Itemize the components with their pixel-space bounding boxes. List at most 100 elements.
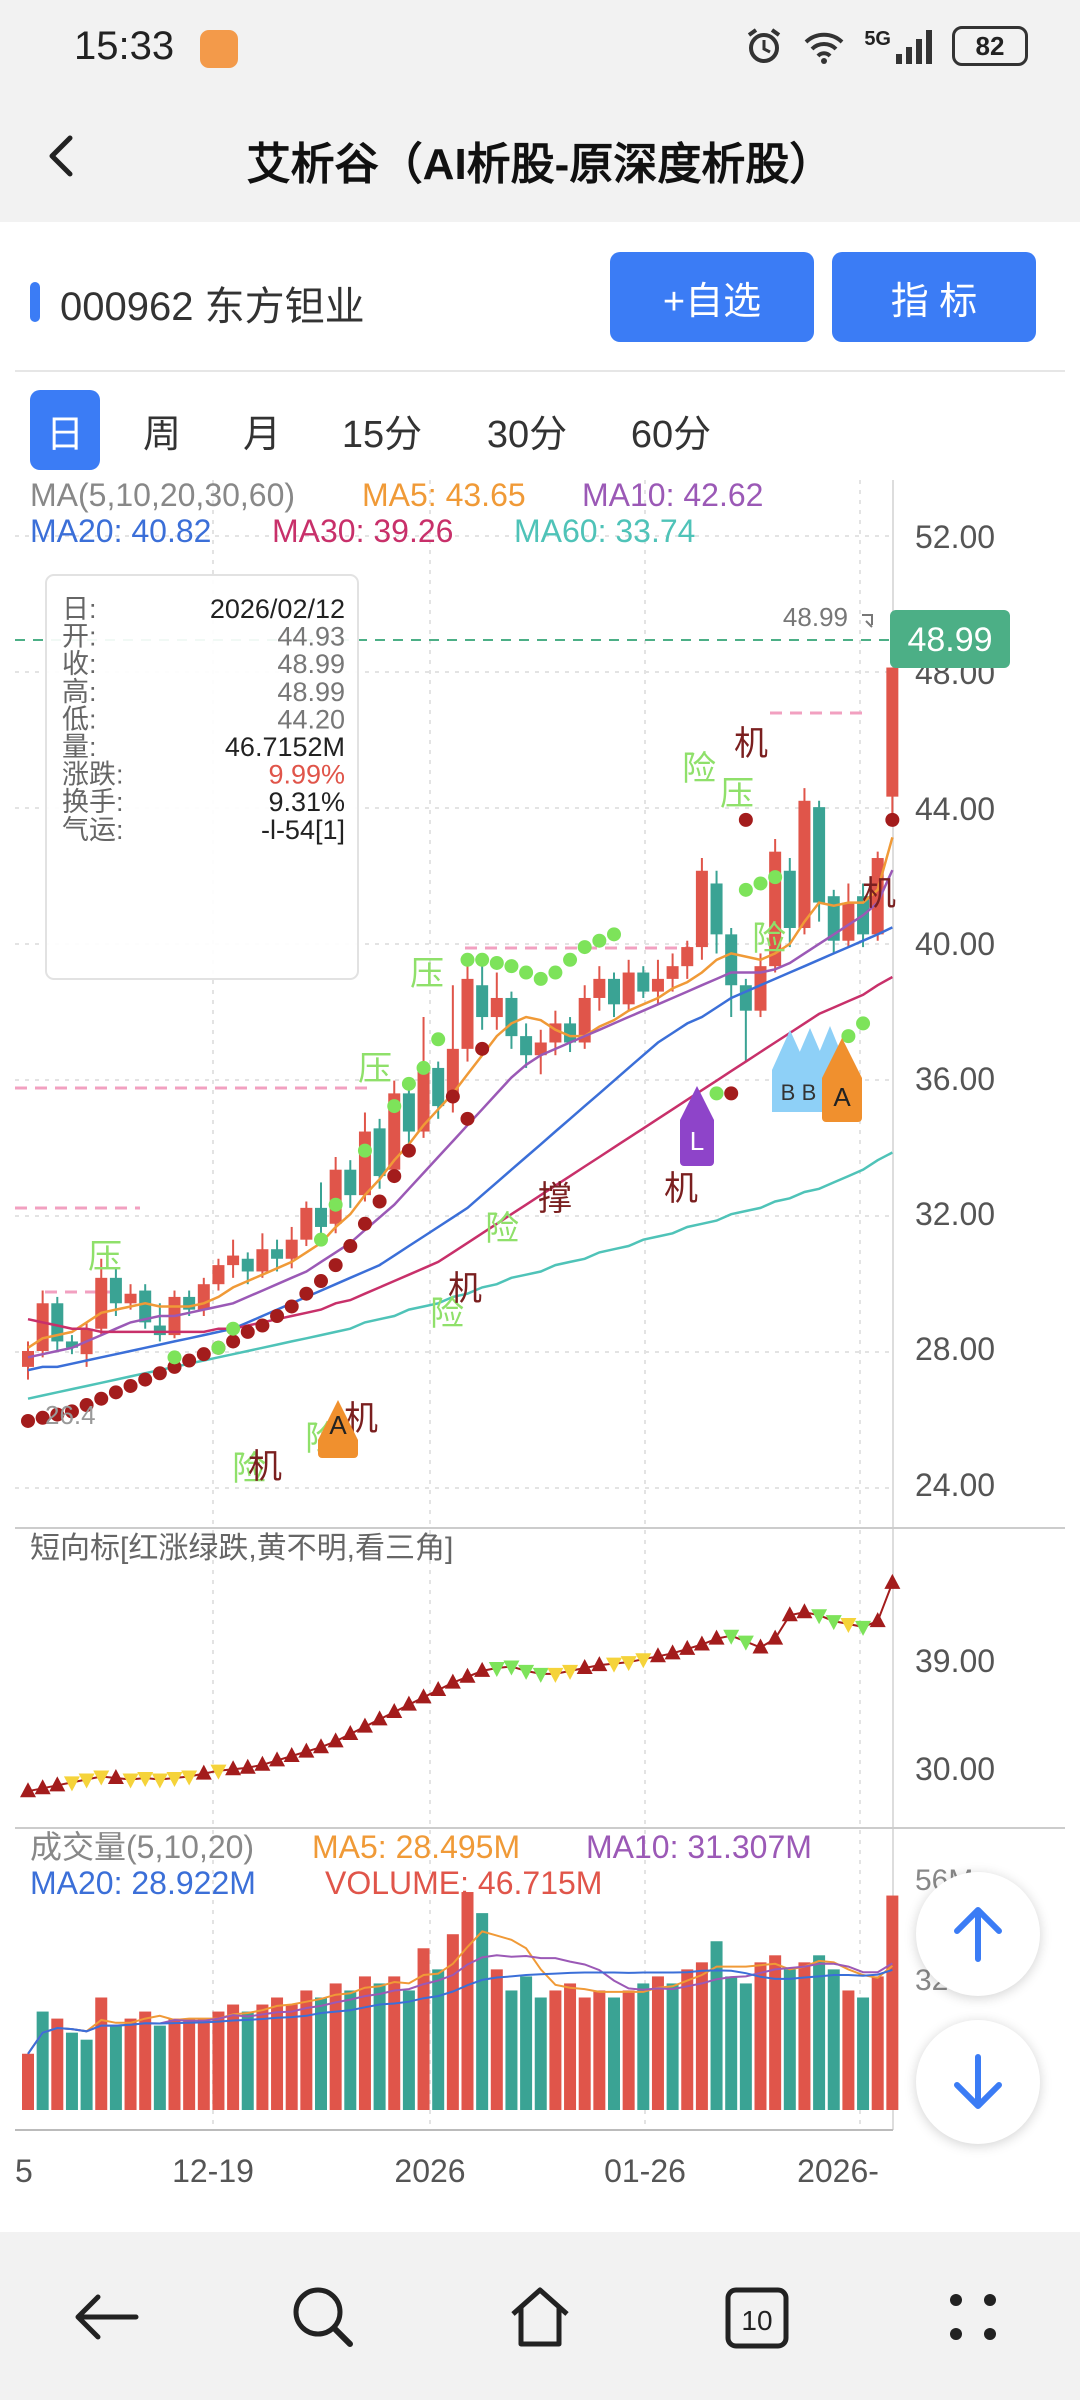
tab-15min[interactable]: 15分 — [341, 413, 423, 456]
candle — [886, 667, 899, 797]
ma5-line — [27, 837, 894, 1349]
info-value: 44.20 — [277, 704, 345, 734]
volume-bar — [22, 2053, 34, 2110]
a-marker-label: A — [329, 1410, 347, 1440]
volume-bars — [22, 1892, 899, 2110]
info-label: 量: — [62, 732, 97, 762]
candle — [358, 1131, 371, 1196]
scroll-up-button[interactable] — [916, 1872, 1040, 1996]
short-triangle — [210, 1764, 227, 1780]
nav-tabs-button[interactable]: 10 — [712, 2272, 802, 2362]
ma20-line — [27, 926, 893, 1372]
ma60-legend: MA60: 33.74 — [514, 513, 695, 549]
short-triangle — [708, 1629, 725, 1645]
candle — [241, 1258, 254, 1272]
candle — [593, 978, 606, 998]
chance-dot — [240, 1324, 255, 1339]
risk-dot — [226, 1321, 241, 1336]
ma-legend-label: MA(5,10,20,30,60) — [30, 477, 295, 513]
app-notification-icon — [200, 30, 238, 68]
period-tabs: 日 周 月 15分 30分 60分 — [0, 380, 1080, 470]
price-tick: 36.00 — [915, 1061, 995, 1097]
volume-bar — [300, 1990, 313, 2110]
short-indicator — [20, 1573, 901, 1798]
arrow-hint-icon — [862, 614, 873, 628]
volume-bar — [651, 1976, 664, 2110]
arrow-up-icon — [954, 1907, 1002, 1962]
back-button[interactable] — [30, 116, 110, 196]
short-triangle — [386, 1703, 403, 1718]
volume-bar — [139, 2011, 152, 2110]
chance-dot — [64, 1404, 79, 1419]
chance-dot — [35, 1410, 50, 1425]
short-triangle — [371, 1710, 388, 1726]
volume-bar — [593, 1990, 606, 2110]
candle — [65, 1341, 78, 1348]
short-triangle — [400, 1695, 417, 1711]
chance-dot — [357, 1216, 372, 1231]
volume-bar — [329, 1983, 342, 2110]
short-triangle — [547, 1667, 564, 1683]
short-triangle — [166, 1772, 183, 1787]
chance-dot — [94, 1391, 109, 1406]
tab-month[interactable]: 月 — [242, 413, 281, 456]
chance-dot — [152, 1366, 167, 1381]
volume-bar — [725, 1976, 738, 2110]
chance-dot — [314, 1274, 328, 1289]
tab-30min[interactable]: 30分 — [486, 413, 568, 456]
info-value: 46.7152M — [225, 732, 345, 762]
chance-signal: 机 — [734, 725, 768, 763]
info-value: 2026/02/12 — [210, 594, 345, 624]
signal-dots — [21, 812, 900, 1428]
info-box: 日: 2026/02/12 开: 44.93 收: 48.99 高: 48.99 低: 44.20… — [45, 574, 359, 980]
alarm-icon — [748, 28, 781, 63]
volume-bar — [710, 1941, 723, 2110]
battery-icon: 82 — [952, 26, 1028, 66]
chance-dot — [387, 1169, 402, 1184]
volume-bar — [871, 1976, 884, 2110]
tab-week[interactable]: 周 — [142, 413, 181, 456]
short-triangle — [767, 1629, 784, 1645]
chance-signal: 机 — [448, 1270, 482, 1308]
nav-home-button[interactable] — [495, 2272, 585, 2362]
volume-bar — [564, 1983, 577, 2110]
add-watchlist-button[interactable]: +自选 — [610, 252, 814, 342]
short-triangle — [430, 1681, 447, 1696]
volume-bar — [783, 1969, 796, 2110]
tab-day[interactable]: 日 — [30, 390, 100, 470]
kline-chart[interactable]: MA(5,10,20,30,60) MA5: 43.65 MA10: 42.62… — [0, 470, 1080, 2232]
scroll-down-button[interactable] — [916, 2020, 1040, 2144]
nav-back-button[interactable] — [62, 2272, 152, 2362]
nav-search-button[interactable] — [278, 2272, 368, 2362]
short-triangle — [356, 1717, 373, 1733]
volume-ma20-line — [27, 1968, 893, 2055]
indicator-button[interactable]: 指 标 — [832, 252, 1036, 342]
risk-dot — [475, 952, 490, 967]
volume-bar — [476, 1913, 489, 2110]
price-tick: 40.00 — [915, 926, 995, 962]
risk-dot — [856, 1016, 871, 1031]
candle — [285, 1239, 298, 1259]
short-triangle — [342, 1725, 359, 1740]
wifi-icon — [804, 32, 844, 64]
candle — [256, 1249, 269, 1272]
candle — [608, 978, 620, 1005]
chance-dot — [108, 1385, 123, 1400]
short-triangle — [649, 1647, 666, 1663]
short-triangle — [532, 1667, 549, 1683]
info-label: 收: — [62, 649, 97, 679]
chance-dot — [182, 1353, 197, 1368]
volume-bar — [315, 1997, 327, 2110]
tab-60min[interactable]: 60分 — [630, 413, 712, 456]
short-triangle — [884, 1573, 901, 1589]
info-value: 48.99 — [277, 677, 345, 707]
risk-dot — [401, 1076, 416, 1091]
candle — [139, 1290, 152, 1323]
short-triangle — [723, 1629, 740, 1645]
chance-dot — [196, 1347, 211, 1362]
nav-menu-button[interactable] — [928, 2272, 1018, 2362]
volume-bar — [739, 1983, 752, 2110]
volume-bar — [183, 2018, 196, 2110]
short-triangle — [49, 1776, 66, 1792]
chance-dot — [328, 1258, 343, 1273]
